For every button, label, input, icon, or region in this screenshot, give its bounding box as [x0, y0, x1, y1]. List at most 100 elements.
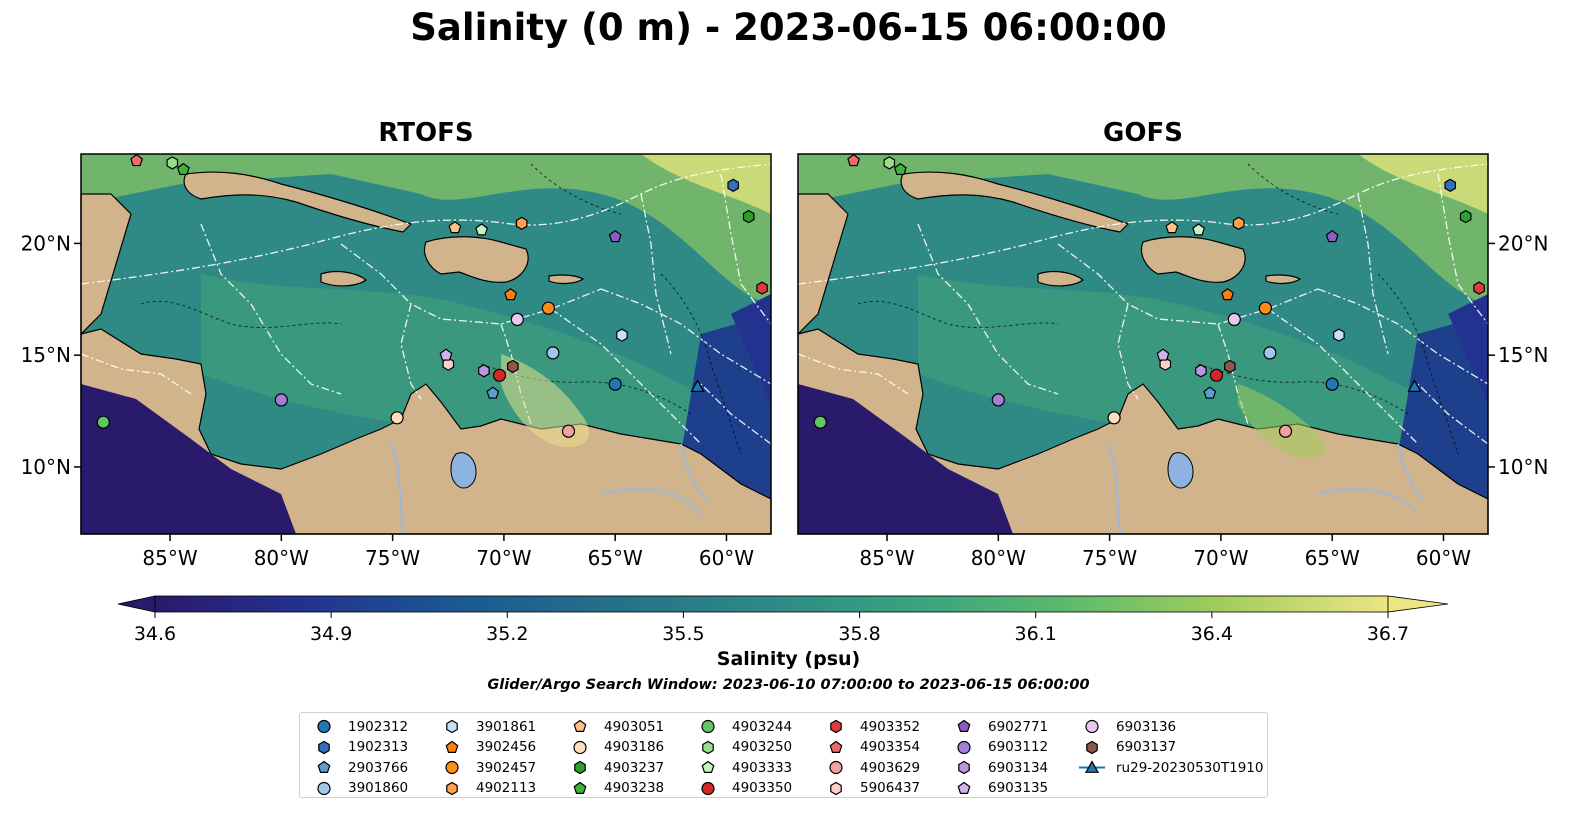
- panel-title-rtofs: RTOFS: [378, 118, 474, 148]
- x-tick-label: 70°W: [1193, 546, 1248, 570]
- colorbar-label: Salinity (psu): [716, 648, 861, 670]
- legend-marker-icon: [1079, 760, 1105, 773]
- legend-marker-icon: [957, 740, 971, 754]
- float-marker-3902457: [541, 301, 555, 315]
- float-marker-6903112: [274, 393, 288, 407]
- float-marker-4903250: [883, 156, 896, 170]
- legend-item: 4903244: [694, 716, 792, 737]
- colorbar-tick-label: 35.2: [486, 623, 528, 645]
- legend-item: 2903766: [310, 757, 408, 778]
- colorbar-tick-label: 36.4: [1191, 623, 1233, 645]
- legend-label: 3902457: [476, 759, 537, 776]
- legend-marker-icon: [445, 740, 459, 753]
- y-tick-label: 20°N: [21, 231, 71, 255]
- legend-item: 6903137: [1078, 737, 1176, 758]
- float-marker-6903137: [506, 359, 519, 374]
- float-marker-5906437: [442, 357, 455, 371]
- colorbar-tick-label: 35.5: [662, 623, 704, 645]
- x-tick-label: 80°W: [254, 546, 309, 570]
- float-marker-4903333: [1192, 223, 1206, 236]
- float-marker-4903350: [1209, 368, 1224, 382]
- float-marker-4903051: [1165, 221, 1179, 234]
- float-marker-4903051: [448, 221, 462, 234]
- legend-item: 4903352: [822, 716, 920, 737]
- legend-marker-icon: [958, 760, 970, 775]
- legend-label: 6903134: [988, 759, 1049, 776]
- legend-item: 1902312: [310, 716, 408, 737]
- legend-item: 4903350: [694, 778, 792, 799]
- legend-label: 4903186: [604, 739, 665, 755]
- legend-label: 6903136: [1116, 718, 1177, 735]
- y-tick-label: 15°N: [1498, 343, 1548, 367]
- panel-title-gofs: GOFS: [1103, 118, 1183, 148]
- colorbar-tick-label: 36.7: [1367, 623, 1409, 645]
- y-tick-label: 20°N: [1498, 231, 1548, 255]
- legend-label: 4903350: [732, 780, 793, 796]
- legend-marker-icon: [1086, 740, 1098, 754]
- float-marker-6903137: [1223, 359, 1236, 374]
- legend-label: ru29-20230530T1910: [1116, 759, 1264, 776]
- x-tick-label: 70°W: [476, 546, 531, 570]
- float-marker-ru29-20230530T1910: [1407, 379, 1422, 392]
- float-marker-4903238: [176, 162, 190, 176]
- colorbar-tick-label: 34.9: [310, 623, 352, 645]
- float-marker-1902313: [1444, 178, 1457, 192]
- legend-marker-icon: [445, 760, 459, 775]
- map-panel-gofs: [797, 153, 1489, 535]
- float-marker-4903237: [742, 209, 755, 224]
- float-marker-2903766: [486, 386, 500, 399]
- float-marker-6902771: [1325, 229, 1339, 243]
- legend-marker-icon: [573, 781, 587, 794]
- float-marker-4902113: [1232, 216, 1245, 230]
- legend-marker-icon: [317, 760, 331, 773]
- legend-label: 4903352: [860, 718, 921, 735]
- x-tick-label: 65°W: [1305, 546, 1360, 570]
- colorbar: 34.6 34.9 35.2 35.5 35.8 36.1 36.4 36.7: [117, 595, 1449, 645]
- legend-marker-icon: [830, 719, 842, 734]
- legend-label: 1902312: [348, 718, 409, 735]
- legend-label: 4902113: [476, 780, 537, 796]
- legend-item: 4903333: [694, 757, 792, 778]
- legend-marker-icon: [829, 740, 843, 753]
- legend-label: 4903051: [604, 718, 665, 735]
- legend-marker-icon: [701, 781, 715, 795]
- legend-label: 4903237: [604, 759, 665, 776]
- legend-marker-icon: [317, 781, 331, 795]
- float-marker-3901860: [546, 346, 560, 360]
- legend-marker-icon: [573, 719, 587, 732]
- legend-marker-icon: [701, 719, 715, 734]
- x-tick-label: 60°W: [1416, 546, 1471, 570]
- float-marker-3902456: [504, 288, 518, 301]
- float-marker-6903135: [439, 348, 453, 361]
- y-tick-label: 15°N: [21, 343, 71, 367]
- legend-label: 1902313: [348, 739, 409, 755]
- colorbar-tick-label: 35.8: [838, 623, 880, 645]
- legend-label: 6903137: [1116, 739, 1177, 755]
- float-marker-4903350: [492, 368, 507, 382]
- legend-label: 2903766: [348, 759, 409, 776]
- legend-label: 3902456: [476, 739, 537, 755]
- float-marker-3902457: [1258, 301, 1272, 315]
- legend-item: 4903354: [822, 737, 920, 758]
- legend-marker-icon: [573, 740, 587, 754]
- legend-marker-icon: [317, 719, 331, 734]
- legend: 1902312 1902313 2903766 3901860 3901861 39024…: [299, 712, 1268, 798]
- float-marker-6903112: [991, 393, 1005, 407]
- float-marker-4903352: [1473, 281, 1485, 295]
- y-tick-label: 10°N: [21, 455, 71, 479]
- float-marker-4903250: [166, 156, 179, 170]
- float-marker-3901860: [1263, 346, 1277, 360]
- map-panel-rtofs: [80, 153, 772, 535]
- legend-item: ru29-20230530T1910: [1078, 757, 1263, 778]
- float-marker-4903186: [1107, 411, 1121, 425]
- legend-label: 6903112: [988, 739, 1049, 755]
- legend-item: 3902457: [438, 757, 536, 778]
- float-marker-4903238: [893, 162, 907, 176]
- legend-marker-icon: [701, 760, 715, 773]
- legend-item: 4903051: [566, 716, 664, 737]
- colorbar-tick-label: 36.1: [1015, 623, 1057, 645]
- legend-item: 3901861: [438, 716, 536, 737]
- legend-item: 4902113: [438, 778, 536, 799]
- legend-item: 1902313: [310, 737, 408, 758]
